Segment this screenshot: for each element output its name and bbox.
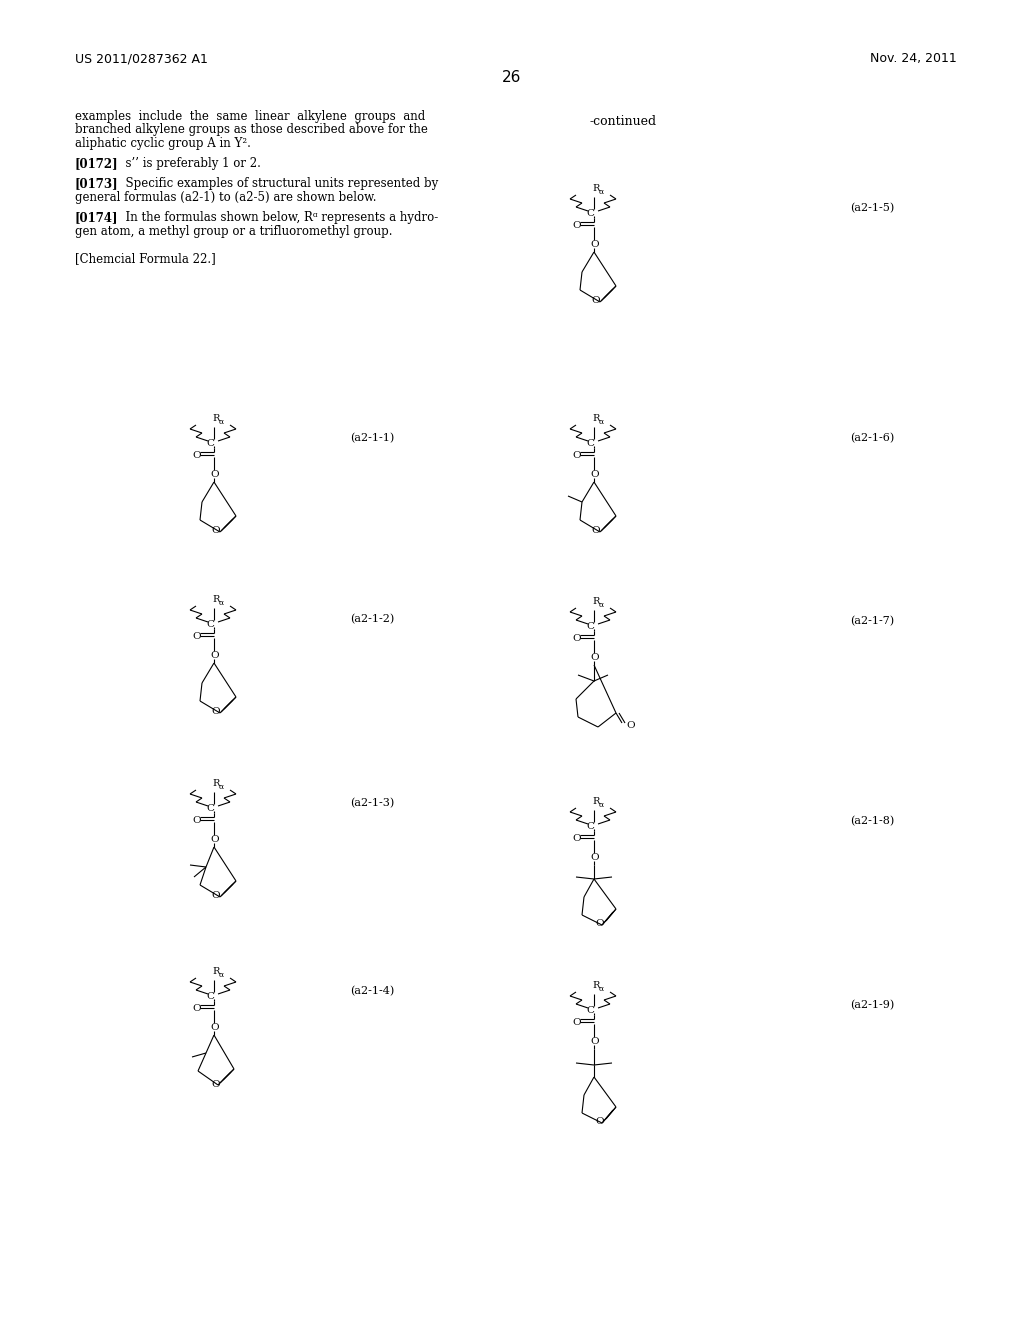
Text: (a2-1-9): (a2-1-9) [850, 1001, 894, 1010]
Text: general formulas (a2-1) to (a2-5) are shown below.: general formulas (a2-1) to (a2-5) are sh… [75, 191, 377, 205]
Text: (a2-1-3): (a2-1-3) [350, 799, 394, 808]
Text: O: O [210, 1023, 219, 1032]
Text: Nov. 24, 2011: Nov. 24, 2011 [870, 51, 956, 65]
Text: O: O [590, 470, 599, 479]
Text: α: α [599, 187, 604, 195]
Text: α: α [219, 783, 224, 791]
Text: C: C [586, 1006, 594, 1015]
Text: R: R [592, 414, 599, 422]
Text: O: O [193, 451, 201, 459]
Text: O: O [572, 451, 581, 459]
Text: O: O [590, 1038, 599, 1045]
Text: α: α [599, 418, 604, 426]
Text: α: α [219, 972, 224, 979]
Text: (a2-1-4): (a2-1-4) [350, 986, 394, 997]
Text: O: O [595, 1117, 603, 1126]
Text: [0172]: [0172] [75, 157, 119, 170]
Text: R: R [592, 797, 599, 807]
Text: O: O [590, 240, 599, 249]
Text: C: C [586, 822, 594, 832]
Text: (a2-1-2): (a2-1-2) [350, 614, 394, 624]
Text: O: O [211, 708, 219, 715]
Text: (a2-1-1): (a2-1-1) [350, 433, 394, 444]
Text: R: R [592, 597, 599, 606]
Text: α: α [599, 601, 604, 609]
Text: O: O [590, 653, 599, 663]
Text: R: R [212, 595, 219, 605]
Text: O: O [590, 853, 599, 862]
Text: α: α [599, 985, 604, 993]
Text: (a2-1-8): (a2-1-8) [850, 816, 894, 826]
Text: O: O [572, 834, 581, 843]
Text: α: α [219, 599, 224, 607]
Text: O: O [572, 634, 581, 643]
Text: C: C [206, 620, 214, 630]
Text: C: C [206, 993, 214, 1001]
Text: 26: 26 [503, 70, 521, 84]
Text: [0174]: [0174] [75, 211, 119, 224]
Text: C: C [586, 622, 594, 631]
Text: α: α [219, 418, 224, 426]
Text: O: O [210, 470, 219, 479]
Text: O: O [591, 296, 600, 305]
Text: O: O [211, 525, 219, 535]
Text: O: O [210, 836, 219, 843]
Text: O: O [193, 1005, 201, 1012]
Text: R: R [212, 968, 219, 975]
Text: O: O [626, 721, 635, 730]
Text: O: O [193, 632, 201, 642]
Text: (a2-1-6): (a2-1-6) [850, 433, 894, 444]
Text: O: O [572, 1018, 581, 1027]
Text: R: R [592, 183, 599, 193]
Text: branched alkylene groups as those described above for the: branched alkylene groups as those descri… [75, 124, 428, 136]
Text: O: O [595, 919, 603, 928]
Text: O: O [591, 525, 600, 535]
Text: O: O [211, 1080, 219, 1089]
Text: Specific examples of structural units represented by: Specific examples of structural units re… [118, 177, 438, 190]
Text: R: R [212, 414, 219, 422]
Text: gen atom, a methyl group or a trifluoromethyl group.: gen atom, a methyl group or a trifluorom… [75, 224, 392, 238]
Text: R: R [212, 779, 219, 788]
Text: O: O [210, 651, 219, 660]
Text: (a2-1-5): (a2-1-5) [850, 203, 894, 214]
Text: [0173]: [0173] [75, 177, 119, 190]
Text: US 2011/0287362 A1: US 2011/0287362 A1 [75, 51, 208, 65]
Text: aliphatic cyclic group A in Y².: aliphatic cyclic group A in Y². [75, 137, 251, 150]
Text: O: O [211, 891, 219, 900]
Text: α: α [599, 801, 604, 809]
Text: -continued: -continued [590, 115, 657, 128]
Text: In the formulas shown below, Rᵅ represents a hydro-: In the formulas shown below, Rᵅ represen… [118, 211, 438, 224]
Text: C: C [586, 209, 594, 218]
Text: O: O [572, 220, 581, 230]
Text: (a2-1-7): (a2-1-7) [850, 616, 894, 626]
Text: examples  include  the  same  linear  alkylene  groups  and: examples include the same linear alkylen… [75, 110, 425, 123]
Text: C: C [586, 440, 594, 447]
Text: C: C [206, 804, 214, 813]
Text: s’’ is preferably 1 or 2.: s’’ is preferably 1 or 2. [118, 157, 261, 170]
Text: [Chemcial Formula 22.]: [Chemcial Formula 22.] [75, 252, 216, 265]
Text: C: C [206, 440, 214, 447]
Text: R: R [592, 981, 599, 990]
Text: O: O [193, 816, 201, 825]
